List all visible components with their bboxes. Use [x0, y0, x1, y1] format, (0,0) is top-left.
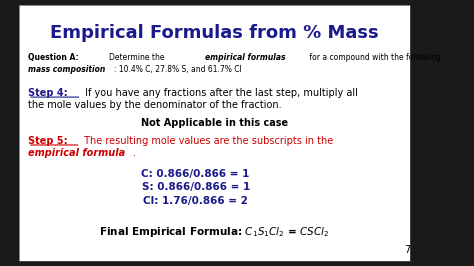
Text: : 10.4% C, 27.8% S, and 61.7% Cl: : 10.4% C, 27.8% S, and 61.7% Cl — [114, 65, 242, 74]
Text: Question A:: Question A: — [28, 53, 79, 62]
Text: mass composition: mass composition — [28, 65, 105, 74]
Text: Empirical Formulas from % Mass: Empirical Formulas from % Mass — [50, 24, 379, 42]
Text: S: 0.866/0.866 = 1: S: 0.866/0.866 = 1 — [142, 182, 250, 192]
Text: Step 5:: Step 5: — [28, 136, 68, 146]
Text: The resulting mole values are the subscripts in the: The resulting mole values are the subscr… — [81, 136, 333, 146]
Text: If you have any fractions after the last step, multiply all: If you have any fractions after the last… — [82, 88, 357, 98]
Text: the mole values by the denominator of the fraction.: the mole values by the denominator of th… — [28, 100, 282, 110]
Text: Cl: 1.76/0.866 = 2: Cl: 1.76/0.866 = 2 — [143, 196, 248, 206]
Text: empirical formulas: empirical formulas — [205, 53, 285, 62]
Text: Not Applicable in this case: Not Applicable in this case — [141, 118, 288, 128]
Text: Determine the: Determine the — [109, 53, 167, 62]
Text: .: . — [133, 148, 136, 158]
Text: C: 0.866/0.866 = 1: C: 0.866/0.866 = 1 — [141, 169, 250, 179]
Text: for a compound with the following: for a compound with the following — [307, 53, 440, 62]
Text: Step 4:: Step 4: — [28, 88, 68, 98]
Text: Final Empirical Formula: $C_1S_1Cl_2$ = $CSCl_2$: Final Empirical Formula: $C_1S_1Cl_2$ = … — [99, 225, 329, 239]
Text: 7: 7 — [404, 245, 410, 255]
FancyBboxPatch shape — [18, 5, 410, 261]
Text: empirical formula: empirical formula — [28, 148, 125, 158]
